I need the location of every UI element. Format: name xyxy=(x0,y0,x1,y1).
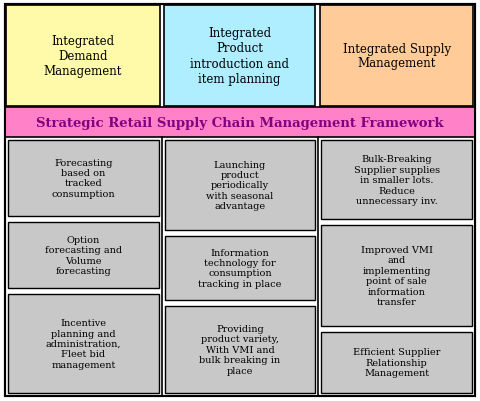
Bar xyxy=(320,6,473,107)
Bar xyxy=(8,141,159,216)
Text: Efficient Supplier
Relationship
Management: Efficient Supplier Relationship Manageme… xyxy=(353,348,440,377)
Bar xyxy=(165,141,315,230)
Bar xyxy=(165,236,315,300)
Bar xyxy=(5,108,475,138)
Text: Forecasting
based on
tracked
consumption: Forecasting based on tracked consumption xyxy=(51,158,115,198)
Text: Integrated
Product
introduction and
item planning: Integrated Product introduction and item… xyxy=(190,27,289,85)
Bar xyxy=(6,6,160,107)
Bar xyxy=(321,226,472,326)
Text: Providing
product variety,
With VMI and
bulk breaking in
place: Providing product variety, With VMI and … xyxy=(199,324,281,375)
Text: Incentive
planning and
administration,
Fleet bid
management: Incentive planning and administration, F… xyxy=(46,318,121,369)
Bar xyxy=(8,294,159,393)
Text: Option
forecasting and
Volume
forecasting: Option forecasting and Volume forecastin… xyxy=(45,235,122,275)
Text: Information
technology for
consumption
tracking in place: Information technology for consumption t… xyxy=(198,248,282,288)
Bar xyxy=(8,222,159,288)
Text: Integrated
Demand
Management: Integrated Demand Management xyxy=(44,35,122,78)
Text: Launching
product
periodically
with seasonal
advantage: Launching product periodically with seas… xyxy=(206,160,274,211)
Text: Strategic Retail Supply Chain Management Framework: Strategic Retail Supply Chain Management… xyxy=(36,116,444,129)
Bar xyxy=(321,332,472,393)
Bar xyxy=(321,141,472,220)
Bar xyxy=(165,306,315,393)
Text: Improved VMI
and
implementing
point of sale
information
transfer: Improved VMI and implementing point of s… xyxy=(360,245,432,306)
Text: Integrated Supply
Management: Integrated Supply Management xyxy=(343,43,451,70)
Text: Bulk-Breaking
Supplier supplies
in smaller lots.
Reduce
unnecessary inv.: Bulk-Breaking Supplier supplies in small… xyxy=(354,155,440,206)
Bar xyxy=(164,6,315,107)
